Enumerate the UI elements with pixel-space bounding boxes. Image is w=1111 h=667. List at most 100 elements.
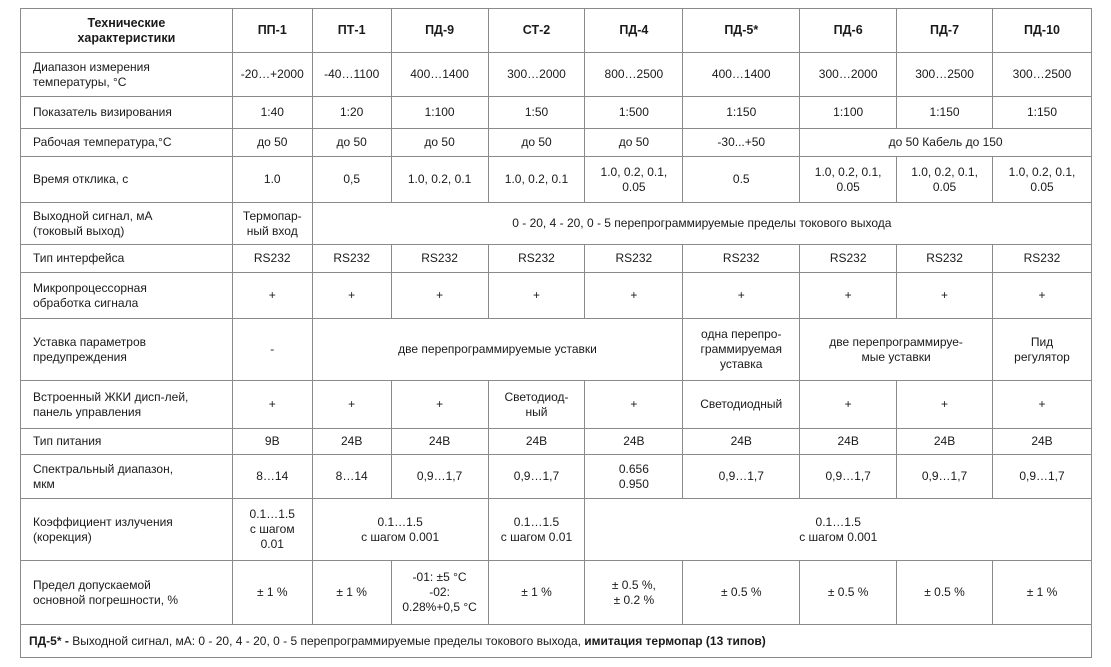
table-cell: RS232 [311,244,392,273]
row-label: Уставка параметров предупреждения [20,318,233,381]
table-cell: + [311,272,392,319]
table-cell: 1:40 [231,96,313,129]
table-cell: 0.5 [682,156,801,203]
table-cell: 0,9…1,7 [487,454,586,499]
table-cell: 1.0, 0.2, 0.1 [390,156,489,203]
column-header: ПД-9 [390,8,489,53]
table-cell: - [231,318,313,381]
table-cell: 24В [799,428,898,455]
table-cell: 1:50 [487,96,586,129]
table-cell: + [992,272,1092,319]
table-row: Тип питания 9В 24В 24В 24В 24В 24В 24В 24В 24В [20,428,1092,455]
table-cell: до 50 [390,128,489,157]
table-cell: 400…1400 [682,52,801,97]
table-cell: 0.1…1.5 с шагом 0.001 [311,498,489,561]
table-cell: RS232 [231,244,313,273]
row-label: Выходной сигнал, мА (токовый выход) [20,202,233,245]
table-cell: + [799,380,898,429]
table-cell: RS232 [584,244,684,273]
table-cell: 9В [231,428,313,455]
row-label: Тип питания [20,428,233,455]
table-cell: 0.1…1.5 с шагом 0.01 [231,498,313,561]
table-cell: 0.656 0.950 [584,454,684,499]
table-cell: 300…2500 [992,52,1092,97]
table-cell: ± 1 % [311,560,392,625]
table-cell: 0,9…1,7 [896,454,993,499]
table-row: Время отклика, с 1.0 0,5 1.0, 0.2, 0.1 1.0, … [20,156,1092,203]
column-header: ПД-6 [799,8,898,53]
table-cell: до 50 [231,128,313,157]
table-row: Тип интерфейса RS232 RS232 RS232 RS232 RS232 R… [20,244,1092,273]
table-row: Выходной сигнал, мА (токовый выход) Термо… [20,202,1093,245]
table-cell: до 50 [487,128,586,157]
table-cell: 300…2000 [799,52,898,97]
table-cell: -20…+2000 [231,52,313,97]
table-cell: + [799,272,898,319]
table-cell: 300…2000 [487,52,586,97]
table-cell: ± 1 % [487,560,586,625]
column-header: ПД-4 [584,8,684,53]
table-cell: RS232 [390,244,489,273]
table-cell: 0,9…1,7 [992,454,1092,499]
footnote-row: ПД-5* - Выходной сигнал, мА: 0 - 20, 4 -… [20,624,1092,658]
table-cell: + [896,380,993,429]
column-header: ПД-5* [682,8,801,53]
table-cell: до 50 [584,128,684,157]
table-cell: ± 0.5 % [682,560,801,625]
table-cell: Светодиодный [682,380,801,429]
table-cell: Пид регулятор [992,318,1092,381]
table-cell: 1:150 [992,96,1092,129]
table-cell: RS232 [487,244,586,273]
row-label: Показатель визирования [20,96,233,129]
footnote-text: Выходной сигнал, мА: 0 - 20, 4 - 20, 0 -… [72,633,585,648]
table-cell: 1:150 [896,96,993,129]
table-row: Уставка параметров предупреждения - две пе… [20,318,1092,381]
table-cell: + [584,380,684,429]
table-cell: -01: ±5 °C -02: 0.28%+0,5 °C [390,560,489,625]
table-cell: 1.0 [231,156,313,203]
table-cell: 0,9…1,7 [390,454,489,499]
table-cell: 24В [311,428,392,455]
table-cell: 0.1…1.5 с шагом 0.01 [487,498,586,561]
table-cell: 1:500 [584,96,684,129]
table-cell: + [231,380,313,429]
table-cell: + [992,380,1092,429]
table-cell: + [896,272,993,319]
table-cell: ± 1 % [231,560,313,625]
table-cell: 1.0, 0.2, 0.1 [487,156,586,203]
table-cell: 24В [896,428,993,455]
table-cell: 1:100 [799,96,898,129]
row-label: Спектральный диапазон, мкм [20,454,233,499]
table-row: Предел допускаемой основной погрешности,… [20,560,1092,625]
table-cell: + [390,380,489,429]
table-cell: 24В [992,428,1092,455]
table-cell: 400…1400 [390,52,489,97]
table-cell: 1.0, 0.2, 0.1, 0.05 [799,156,898,203]
row-label: Рабочая температура,°С [20,128,233,157]
column-header: СТ-2 [487,8,586,53]
row-label: Предел допускаемой основной погрешности,… [20,560,233,625]
table-cell: 0,5 [311,156,392,203]
table-cell: + [311,380,392,429]
table-cell: ± 0.5 %, ± 0.2 % [584,560,684,625]
table-cell: 24В [584,428,684,455]
table-cell: -30...+50 [682,128,801,157]
table-cell: 24В [682,428,801,455]
table-cell: 1.0, 0.2, 0.1, 0.05 [584,156,684,203]
table-cell: 1:150 [682,96,801,129]
table-cell: -40…1100 [311,52,392,97]
table-cell: + [231,272,313,319]
row-label: Встроенный ЖКИ дисп-лей, панель управлен… [20,380,233,429]
header-label: Технические характеристики [20,8,233,53]
table-cell: до 50 [311,128,392,157]
table-row: Диапазон измерения температуры, °С -20…+2… [20,52,1092,97]
table-cell: 0,9…1,7 [682,454,801,499]
table-cell: до 50 Кабель до 150 [799,128,1092,157]
table-cell: 300…2500 [896,52,993,97]
table-cell: 1.0, 0.2, 0.1, 0.05 [992,156,1092,203]
table-cell: RS232 [896,244,993,273]
table-cell: RS232 [682,244,801,273]
footnote-bold: имитация термопар (13 типов) [584,633,766,648]
table-cell: 1:20 [311,96,392,129]
table-cell: RS232 [992,244,1092,273]
